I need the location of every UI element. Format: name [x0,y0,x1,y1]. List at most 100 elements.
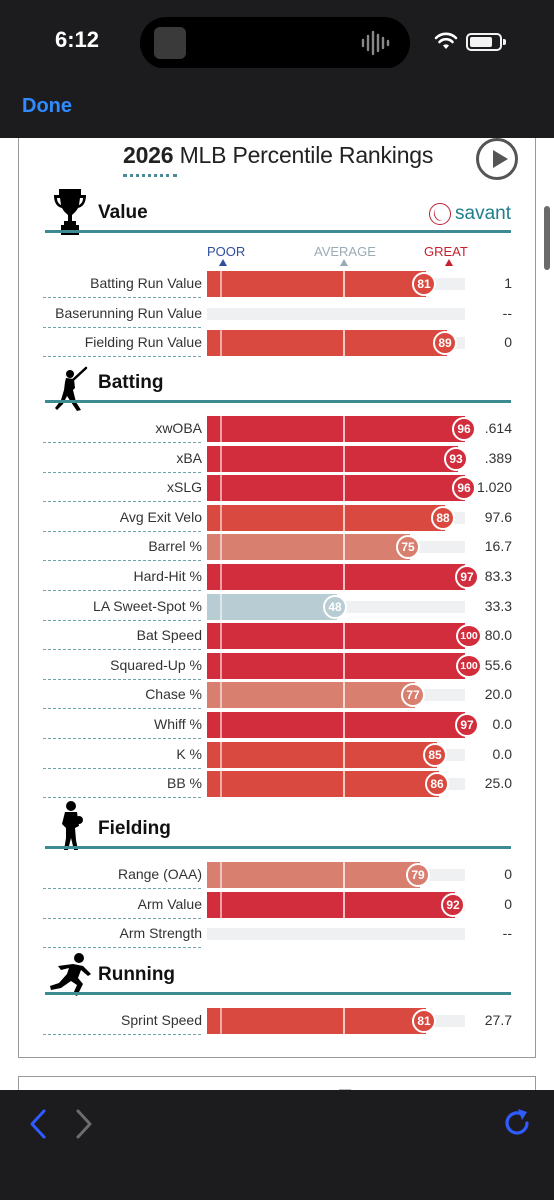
percentile-bubble: 77 [401,683,425,707]
metric-label: Arm Value [137,896,202,912]
metric-row-la-sweet-spot[interactable]: LA Sweet-Spot % 48 33.3 [19,594,537,621]
percentile-bar [207,330,447,356]
metric-row-hard-hit[interactable]: Hard-Hit % 97 83.3 [19,564,537,591]
title-underline [123,174,177,177]
bar-tick [220,564,222,590]
metric-label: Hard-Hit % [133,568,202,584]
back-arrow-icon[interactable] [28,1108,48,1140]
metric-dashed-divider [43,560,201,561]
metric-row-xba[interactable]: xBA 93 .389 [19,446,537,473]
percentile-bubble: 93 [444,447,468,471]
scrollbar[interactable] [544,206,550,270]
metric-row-arm-strength[interactable]: Arm Strength -- [19,921,537,948]
battery-icon [466,33,506,51]
percentile-bubble: 100 [456,624,482,648]
metric-dashed-divider [43,356,201,357]
percentile-bar [207,682,415,708]
bar-tick [220,330,222,356]
next-card [18,1076,536,1090]
section-divider-running [45,992,511,995]
metric-row-batting-run-value[interactable]: Batting Run Value 81 1 [19,271,537,298]
now-playing-artwork [154,27,186,59]
metric-label: xSLG [166,479,202,495]
percentile-bubble: 85 [423,743,447,767]
play-button[interactable] [476,138,518,180]
dynamic-island [140,17,410,69]
metric-label: K % [176,746,202,762]
metric-value: 20.0 [484,686,512,702]
metric-row-arm-value[interactable]: Arm Value 92 0 [19,892,537,919]
savant-logo[interactable]: savant [429,203,511,225]
percentile-bar [207,623,465,649]
metric-dashed-divider [43,620,201,621]
next-card-divider [339,1089,351,1090]
metric-label: Avg Exit Velo [119,509,202,525]
metric-row-squared-up[interactable]: Squared-Up % 100 55.6 [19,653,537,680]
metric-value: 1 [504,275,512,291]
metric-row-bb[interactable]: BB % 86 25.0 [19,771,537,798]
bar-tick [220,712,222,738]
metric-row-baserunning-run-value[interactable]: Baserunning Run Value -- [19,301,537,328]
bar-tick [220,534,222,560]
percentile-bar [207,862,420,888]
metric-dashed-divider [43,472,201,473]
card-title-text: MLB Percentile Rankings [173,142,434,168]
metric-row-whiff[interactable]: Whiff % 97 0.0 [19,712,537,739]
percentile-bar [207,505,445,531]
percentile-bar [207,771,439,797]
forward-arrow-icon[interactable] [74,1108,94,1140]
bar-average-line [343,682,345,708]
percentile-bubble: 92 [441,893,465,917]
metric-row-avg-exit-velo[interactable]: Avg Exit Velo 88 97.6 [19,505,537,532]
metric-row-fielding-run-value[interactable]: Fielding Run Value 89 0 [19,330,537,357]
bar-average-line [343,505,345,531]
web-content: 2026 MLB Percentile Rankings savant POOR… [0,138,554,1090]
bar-average-line [343,653,345,679]
metric-value: 80.0 [484,627,512,643]
percentile-bubble: 100 [456,654,482,678]
percentile-bar [207,534,410,560]
percentile-bar [207,416,465,442]
metric-row-barrel[interactable]: Barrel % 75 16.7 [19,534,537,561]
metric-label: Barrel % [148,538,202,554]
bar-average-line [343,862,345,888]
section-divider-fielding [45,846,511,849]
reload-icon[interactable] [500,1106,534,1140]
section-title-value: Value [98,202,148,223]
metric-row-xslg[interactable]: xSLG 96 1.020 [19,475,537,502]
metric-row-xwoba[interactable]: xwOBA 96 .614 [19,416,537,443]
metric-value: 83.3 [484,568,512,584]
bar-tick [220,771,222,797]
metric-dashed-divider [43,590,201,591]
metric-row-sprint-speed[interactable]: Sprint Speed 81 27.7 [19,1008,537,1035]
metric-dashed-divider [43,531,201,532]
bar-tick [220,594,222,620]
percentile-bubble: 97 [455,565,479,589]
bar-tick [220,505,222,531]
bar-average-line [343,271,345,297]
metric-row-chase[interactable]: Chase % 77 20.0 [19,682,537,709]
metric-dashed-divider [43,918,201,919]
percentile-track [207,308,465,320]
metric-value: 16.7 [484,538,512,554]
metric-label: xwOBA [155,420,202,436]
section-divider-value [45,230,511,233]
metric-row-range-oaa[interactable]: Range (OAA) 79 0 [19,862,537,889]
percentile-bubble: 81 [412,1009,436,1033]
bar-average-line [343,742,345,768]
percentile-bar [207,271,426,297]
metric-row-bat-speed[interactable]: Bat Speed 100 80.0 [19,623,537,650]
done-button[interactable]: Done [22,95,72,117]
metric-label: Chase % [145,686,202,702]
metric-row-k[interactable]: K % 85 0.0 [19,742,537,769]
metric-value: 55.6 [484,657,512,673]
status-bar: 6:12 [0,0,554,69]
percentile-bubble: 79 [406,863,430,887]
percentile-bar [207,446,458,472]
metric-dashed-divider [43,888,201,889]
audio-waveform-icon [361,30,390,56]
bar-tick [220,623,222,649]
percentile-bubble: 96 [452,417,476,441]
metric-dashed-divider [43,738,201,739]
baseball-icon [429,203,451,225]
